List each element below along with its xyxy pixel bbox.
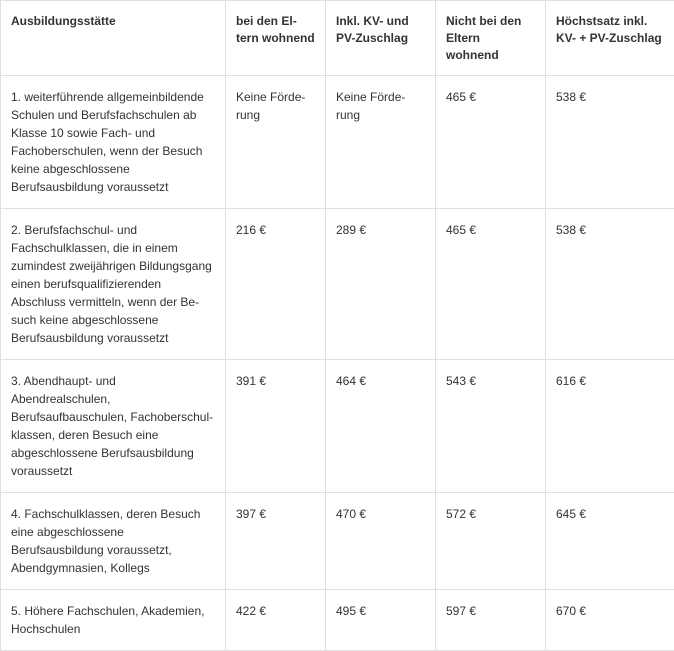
cell-value: 572 € (436, 493, 546, 590)
table-row: 5. Höhere Fachschulen, Akademien, Hochsc… (1, 590, 674, 651)
cell-value: 670 € (546, 590, 674, 651)
cell-value: 543 € (436, 360, 546, 493)
cell-description: 2. Berufsfachschul- und Fachschulklas­se… (1, 209, 226, 360)
cell-value: 397 € (226, 493, 326, 590)
cell-value: 495 € (326, 590, 436, 651)
col-header-hoechstsatz: Höchstsatz inkl. KV- + PV-Zuschlag (546, 1, 674, 76)
cell-description: 4. Fachschulklassen, deren Besuch eine a… (1, 493, 226, 590)
cell-description: 1. weiterführende allgemeinbildende Schu… (1, 76, 226, 209)
cell-value: Keine Förde­rung (226, 76, 326, 209)
cell-description: 5. Höhere Fachschulen, Akademien, Hochsc… (1, 590, 226, 651)
cell-value: 645 € (546, 493, 674, 590)
cell-value: 616 € (546, 360, 674, 493)
cell-value: 289 € (326, 209, 436, 360)
col-header-ausbildungsstaette: Ausbildungsstätte (1, 1, 226, 76)
cell-value: 422 € (226, 590, 326, 651)
cell-value: 597 € (436, 590, 546, 651)
cell-value: 470 € (326, 493, 436, 590)
table-header-row: Ausbildungsstätte bei den El­tern woh­ne… (1, 1, 674, 76)
col-header-kv-pv: Inkl. KV- und PV-Zuschlag (326, 1, 436, 76)
cell-value: 216 € (226, 209, 326, 360)
table-body: 1. weiterführende allgemeinbildende Schu… (1, 76, 674, 651)
table-row: 1. weiterführende allgemeinbildende Schu… (1, 76, 674, 209)
table-row: 3. Abendhaupt- und Abendrealschulen, Ber… (1, 360, 674, 493)
cell-value: 391 € (226, 360, 326, 493)
cell-value: Keine Förde­rung (326, 76, 436, 209)
cell-value: 538 € (546, 209, 674, 360)
table-row: 4. Fachschulklassen, deren Besuch eine a… (1, 493, 674, 590)
table-row: 2. Berufsfachschul- und Fachschulklas­se… (1, 209, 674, 360)
cell-value: 465 € (436, 76, 546, 209)
cell-value: 464 € (326, 360, 436, 493)
cell-value: 538 € (546, 76, 674, 209)
col-header-bei-eltern: bei den El­tern woh­nend (226, 1, 326, 76)
cell-value: 465 € (436, 209, 546, 360)
rates-table: Ausbildungsstätte bei den El­tern woh­ne… (0, 0, 674, 651)
cell-description: 3. Abendhaupt- und Abendrealschulen, Ber… (1, 360, 226, 493)
col-header-nicht-bei-eltern: Nicht bei den Eltern wohnend (436, 1, 546, 76)
